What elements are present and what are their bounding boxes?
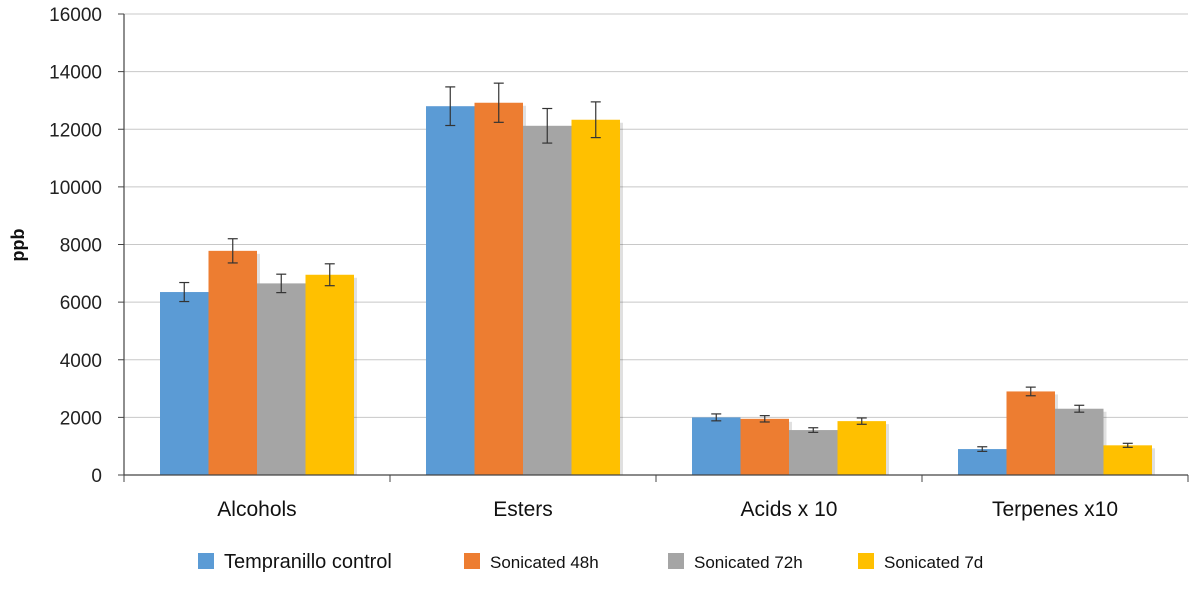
legend-swatch (464, 553, 480, 569)
legend-label: Sonicated 7d (884, 553, 983, 572)
bar (1055, 408, 1104, 475)
legend-label: Tempranillo control (224, 551, 392, 573)
legend-swatch (198, 553, 214, 569)
y-tick-label: 0 (91, 466, 102, 487)
y-tick-label: 16000 (49, 5, 102, 26)
y-tick-label: 10000 (49, 178, 102, 199)
y-axis-title: ppb (8, 229, 28, 262)
bar (789, 430, 838, 475)
bar (692, 417, 741, 475)
bar (426, 106, 475, 475)
legend-label: Sonicated 48h (490, 553, 599, 572)
x-category-label: Terpenes x10 (992, 498, 1118, 521)
y-tick-label: 2000 (60, 408, 102, 429)
bar (1006, 391, 1055, 475)
bar (474, 102, 523, 476)
x-category-label: Alcohols (217, 498, 296, 521)
bar (837, 421, 886, 475)
y-tick-label: 8000 (60, 236, 102, 257)
x-category-label: Esters (493, 498, 553, 521)
y-tick-label: 6000 (60, 293, 102, 314)
axes (118, 13, 1189, 482)
x-category-label: Acids x 10 (741, 498, 838, 521)
x-category-labels: Alcohols Esters Acids x 10 Terpenes x10 (217, 498, 1118, 521)
bar (257, 283, 306, 475)
bars (160, 102, 1155, 476)
bar (1103, 445, 1152, 475)
legend: Tempranillo control Sonicated 48h Sonicate… (198, 551, 983, 573)
bar (571, 119, 620, 475)
bar (160, 292, 209, 475)
error-bars (179, 82, 1133, 452)
bar (208, 250, 257, 475)
legend-label: Sonicated 72h (694, 553, 803, 572)
legend-swatch (668, 553, 684, 569)
bar (740, 418, 789, 475)
bar (305, 274, 354, 475)
legend-swatch (858, 553, 874, 569)
y-tick-label: 12000 (49, 120, 102, 141)
bar (958, 449, 1007, 475)
y-tick-labels: 0 2000 4000 6000 8000 10000 12000 14000 16000 (49, 5, 102, 487)
y-tick-label: 4000 (60, 351, 102, 372)
y-tick-label: 14000 (49, 63, 102, 84)
bar (523, 125, 572, 475)
